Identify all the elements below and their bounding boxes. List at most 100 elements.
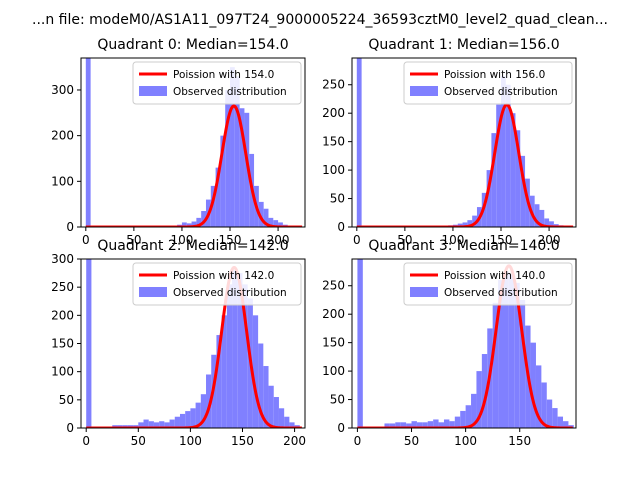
y-tick-label: 250 bbox=[322, 78, 345, 92]
y-tick-label: 100 bbox=[322, 364, 345, 378]
y-tick-label: 300 bbox=[51, 252, 74, 266]
y-tick-label: 0 bbox=[337, 421, 345, 435]
histogram-bar bbox=[258, 343, 264, 428]
histogram-bar bbox=[498, 280, 504, 428]
subplot-quadrant-0: 0 50 100 150 200 0 100 200 300 Quadrant 0: Median… bbox=[51, 37, 306, 247]
x-tick-label: 150 bbox=[490, 233, 513, 247]
subplot-quadrant-2: 0 50 100 150 200 0 50 100 150 200 250 300 Quadrant 2… bbox=[51, 238, 306, 448]
histogram-bar bbox=[258, 201, 264, 227]
histogram-bar bbox=[510, 113, 516, 227]
histogram-bar bbox=[244, 112, 250, 227]
y-tick-label: 100 bbox=[51, 174, 74, 188]
legend-observed-label: Observed distribution bbox=[173, 86, 287, 98]
histogram-bar bbox=[503, 271, 509, 428]
histogram-bar bbox=[505, 84, 511, 227]
y-tick-label: 200 bbox=[51, 129, 74, 143]
x-tick-label: 50 bbox=[397, 233, 412, 247]
x-tick-label: 50 bbox=[126, 233, 141, 247]
legend-fit-label: Poission with 142.0 bbox=[173, 270, 274, 282]
legend-observed-swatch bbox=[139, 287, 167, 297]
histogram-bar bbox=[467, 220, 473, 227]
legend-box bbox=[403, 262, 573, 306]
histogram-bar bbox=[179, 413, 186, 428]
histogram-bar bbox=[164, 422, 170, 428]
x-tick-label: 0 bbox=[82, 434, 90, 448]
y-tick-label: 150 bbox=[51, 337, 74, 351]
y-tick-label: 200 bbox=[322, 106, 345, 120]
histogram-bar bbox=[552, 408, 558, 428]
histogram-bar bbox=[515, 130, 521, 227]
legend-box bbox=[132, 262, 302, 306]
histogram-bar bbox=[472, 215, 477, 227]
x-tick-label: 200 bbox=[283, 434, 306, 448]
y-tick-label: 50 bbox=[330, 393, 345, 407]
y-tick-label: 150 bbox=[322, 336, 345, 350]
histogram-bar bbox=[541, 382, 547, 428]
histogram-bar bbox=[535, 365, 542, 428]
subplot-quadrant-1: 0 50 100 150 200 0 50 100 150 200 250 Quadrant 1: M… bbox=[322, 37, 577, 247]
histogram-bar bbox=[534, 204, 540, 227]
histogram-bar bbox=[411, 421, 417, 428]
axes-frame bbox=[351, 57, 577, 228]
legend: Poission with 140.0 Observed distribution bbox=[403, 262, 573, 306]
histogram-bar bbox=[273, 220, 279, 227]
histogram-bar bbox=[174, 416, 180, 428]
legend-observed-swatch bbox=[410, 287, 438, 297]
histogram-bar bbox=[273, 397, 279, 428]
legend-box bbox=[132, 61, 302, 105]
histogram-bar bbox=[186, 223, 192, 227]
histogram-bar bbox=[460, 410, 466, 428]
histogram-bar bbox=[148, 421, 154, 428]
legend-fit-label: Poission with 140.0 bbox=[444, 270, 545, 282]
histogram-bar bbox=[465, 405, 472, 428]
histogram-bar bbox=[416, 422, 423, 428]
subplot-title: Quadrant 2: Median=142.0 bbox=[97, 238, 288, 254]
y-tick-label: 100 bbox=[51, 365, 74, 379]
histogram-bar bbox=[278, 222, 283, 227]
legend-observed-swatch bbox=[139, 86, 167, 96]
histogram-bar bbox=[384, 423, 390, 428]
histogram-bar bbox=[216, 335, 222, 428]
histogram-bar bbox=[263, 366, 269, 428]
legend-observed-label: Observed distribution bbox=[173, 287, 287, 299]
subplot-title: Quadrant 1: Median=156.0 bbox=[368, 37, 559, 53]
legend-box bbox=[403, 61, 573, 105]
histogram-bar bbox=[427, 421, 434, 428]
histogram-bar bbox=[278, 408, 285, 428]
poisson-fit-line bbox=[355, 103, 575, 227]
histogram-bar bbox=[230, 67, 235, 227]
x-tick-label: 0 bbox=[354, 434, 362, 448]
y-tick-label: 50 bbox=[59, 393, 74, 407]
legend: Poission with 156.0 Observed distribution bbox=[403, 61, 573, 105]
x-tick-label: 100 bbox=[454, 434, 477, 448]
histogram-bar bbox=[181, 222, 187, 227]
histogram-bar bbox=[496, 104, 502, 227]
y-tick-label: 200 bbox=[322, 307, 345, 321]
histogram-bar bbox=[289, 422, 295, 428]
histogram-bar bbox=[86, 259, 92, 428]
histogram-bar bbox=[433, 419, 439, 428]
x-tick-label: 100 bbox=[170, 233, 193, 247]
y-tick-label: 50 bbox=[330, 192, 345, 206]
histogram-bar bbox=[237, 273, 243, 428]
legend-observed-label: Observed distribution bbox=[444, 287, 558, 299]
histogram-bar bbox=[400, 422, 407, 428]
histogram-bar bbox=[389, 423, 396, 428]
subplot-quadrant-3: 0 50 100 150 0 50 100 150 200 250 Quadrant 3: Medi… bbox=[322, 238, 577, 448]
histogram-bar bbox=[406, 423, 412, 428]
histogram-bar bbox=[544, 218, 550, 227]
x-tick-label: 0 bbox=[353, 233, 361, 247]
y-tick-label: 250 bbox=[322, 279, 345, 293]
x-tick-label: 150 bbox=[231, 434, 254, 448]
histogram-bar bbox=[471, 393, 477, 428]
histogram-bar bbox=[356, 58, 362, 227]
histogram-bar bbox=[557, 416, 564, 428]
histogram-bar bbox=[268, 385, 274, 428]
histogram-bar bbox=[185, 411, 191, 428]
histogram-bar bbox=[263, 208, 269, 227]
figure-suptitle: ...n file: modeM0/AS1A11_097T24_90000052… bbox=[32, 12, 608, 28]
histogram-bar bbox=[492, 302, 499, 428]
histogram-bar bbox=[169, 419, 175, 428]
legend-observed-swatch bbox=[410, 86, 438, 96]
